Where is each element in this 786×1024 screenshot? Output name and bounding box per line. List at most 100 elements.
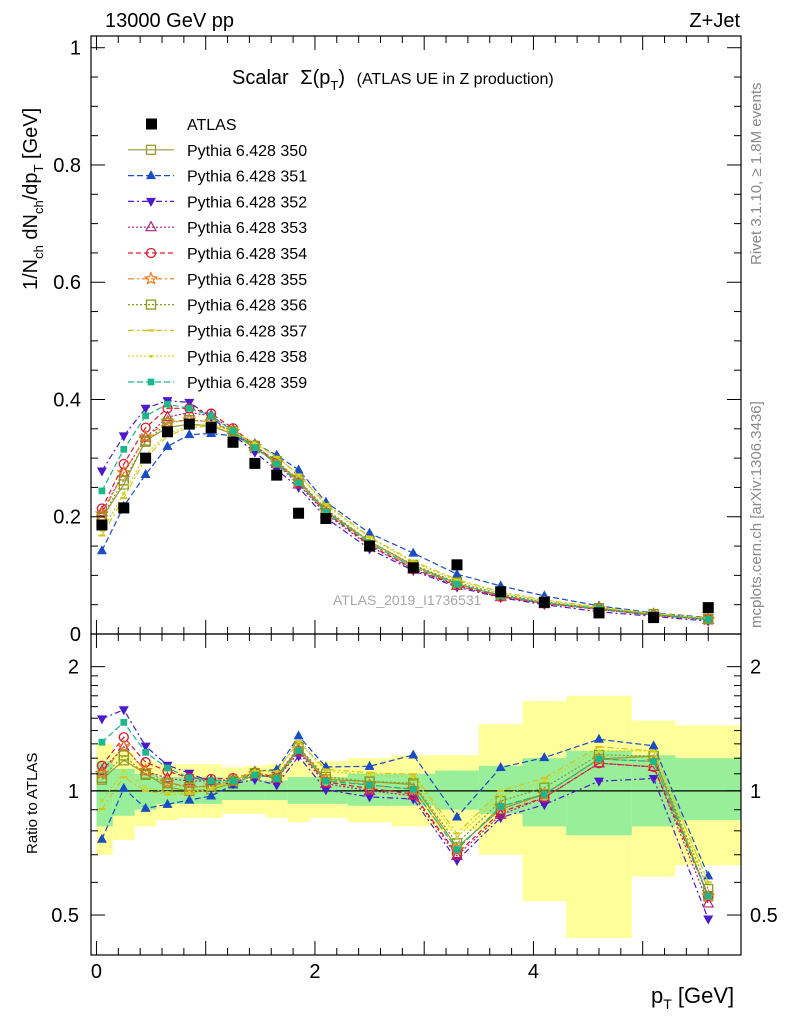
series-point-ratio bbox=[540, 777, 548, 780]
ratio-band-inner bbox=[112, 768, 135, 816]
series-point-main bbox=[253, 441, 257, 445]
legend-label-2: Pythia 6.428 352 bbox=[187, 194, 307, 211]
series-point-main bbox=[164, 400, 171, 408]
series-point-ratio bbox=[144, 785, 148, 789]
series-point-main bbox=[138, 429, 153, 444]
series-point-ratio bbox=[540, 790, 548, 798]
atlas-data-point bbox=[495, 586, 507, 598]
y-tick-label-ratio-left: 1 bbox=[68, 781, 79, 803]
series-point-main bbox=[322, 508, 330, 516]
series-line-main-7 bbox=[101, 425, 709, 619]
atlas-data-point bbox=[249, 457, 261, 469]
series-point-ratio bbox=[652, 749, 656, 753]
atlas-data-point bbox=[227, 436, 239, 448]
series-point-ratio bbox=[408, 749, 419, 759]
series-point-ratio bbox=[366, 771, 374, 774]
series-point-ratio bbox=[161, 771, 174, 783]
series-point-ratio bbox=[120, 719, 128, 726]
series-point-main bbox=[122, 491, 126, 495]
series-line-main-4 bbox=[101, 407, 709, 620]
series-line-main-2 bbox=[101, 400, 709, 622]
y-tick-label-main: 0.8 bbox=[53, 155, 81, 177]
series-point-ratio bbox=[539, 801, 550, 811]
series-point-ratio bbox=[648, 774, 659, 784]
series-point-ratio bbox=[539, 752, 550, 762]
series-point-main bbox=[227, 425, 239, 437]
title-sub-t: T bbox=[330, 78, 338, 93]
series-point-ratio bbox=[702, 896, 715, 908]
atlas-data-point bbox=[118, 502, 130, 514]
series-point-ratio bbox=[140, 802, 151, 812]
series-line-main-1 bbox=[101, 432, 709, 619]
series-point-ratio bbox=[98, 738, 106, 746]
series-line-ratio-6 bbox=[101, 746, 709, 890]
series-point-ratio bbox=[251, 771, 259, 779]
y-tick-label-main: 0 bbox=[70, 624, 81, 646]
series-point-ratio bbox=[163, 793, 171, 796]
series-point-ratio bbox=[542, 779, 546, 783]
series-line-main-3 bbox=[101, 411, 709, 621]
legend-label-0: Pythia 6.428 350 bbox=[187, 143, 307, 160]
series-point-ratio bbox=[367, 773, 372, 777]
legend-label-4: Pythia 6.428 354 bbox=[187, 246, 307, 263]
series-point-main bbox=[324, 503, 328, 507]
series-point-main bbox=[120, 445, 128, 453]
y-tick-label-main: 0.6 bbox=[53, 272, 81, 294]
ratio-panel-curves bbox=[94, 706, 716, 925]
series-point-main bbox=[367, 536, 372, 540]
legend-marker-8 bbox=[149, 354, 153, 358]
series-point-ratio bbox=[140, 757, 151, 768]
legend-label-6: Pythia 6.428 356 bbox=[187, 298, 307, 315]
atlas-data-point bbox=[271, 469, 283, 481]
series-point-ratio bbox=[593, 777, 604, 787]
series-point-main bbox=[275, 455, 279, 459]
legend-marker-0 bbox=[145, 144, 157, 155]
series-point-main bbox=[295, 479, 302, 487]
legend-label-1: Pythia 6.428 351 bbox=[187, 169, 307, 186]
legend: ATLAS Pythia 6.428 350 Pythia 6.428 351 Pyt… bbox=[128, 117, 307, 392]
legend-marker-9 bbox=[147, 378, 155, 386]
series-point-ratio bbox=[409, 773, 417, 776]
y-axis-label-main: 1/Nch dNch/dpT [GeV] bbox=[20, 108, 46, 290]
legend-label-5: Pythia 6.428 355 bbox=[187, 272, 307, 289]
process-label: Z+Jet bbox=[689, 10, 740, 32]
mcplots-label: mcplots.cern.ch [arXiv:1306.3436] bbox=[748, 401, 765, 628]
atlas-data-point bbox=[205, 422, 217, 434]
atlas-data-point bbox=[183, 418, 195, 430]
legend-marker-atlas bbox=[146, 118, 157, 130]
series-point-ratio bbox=[164, 764, 171, 772]
title-rest: (ATLAS UE in Z production) bbox=[357, 71, 554, 88]
series-point-ratio bbox=[142, 748, 149, 756]
series-point-main bbox=[140, 404, 151, 414]
y-tick-label-ratio-right: 0.5 bbox=[750, 905, 778, 927]
series-point-main bbox=[96, 545, 107, 555]
series-point-ratio bbox=[703, 915, 714, 925]
series-point-ratio bbox=[364, 760, 375, 770]
y-tick-label-ratio-left: 0.5 bbox=[51, 905, 79, 927]
series-point-ratio bbox=[497, 803, 505, 810]
panel-title: Scalar Σ(pT) (ATLAS UE in Z production) bbox=[232, 67, 554, 93]
legend-marker-6 bbox=[145, 299, 157, 310]
series-point-ratio bbox=[165, 790, 170, 795]
series-point-ratio bbox=[96, 715, 107, 725]
y-axis-label-ratio: Ratio to ATLAS bbox=[24, 753, 41, 854]
series-point-ratio bbox=[324, 769, 328, 773]
series-point-main bbox=[296, 473, 301, 477]
series-point-ratio bbox=[275, 769, 279, 774]
series-point-ratio bbox=[597, 749, 601, 753]
series-point-main bbox=[98, 534, 106, 537]
x-tick-label: 2 bbox=[309, 961, 320, 983]
rivet-version-label: Rivet 3.1.10, ≥ 1.8M events bbox=[748, 83, 765, 266]
series-point-ratio bbox=[293, 730, 304, 740]
series-point-main bbox=[185, 404, 193, 412]
series-point-ratio bbox=[185, 774, 193, 782]
series-point-ratio bbox=[117, 740, 130, 751]
ratio-band-inner bbox=[675, 758, 741, 820]
series-point-ratio bbox=[96, 760, 108, 771]
series-point-ratio bbox=[120, 776, 128, 779]
series-point-main bbox=[453, 580, 461, 588]
legend-label-atlas: ATLAS bbox=[187, 117, 237, 134]
series-point-ratio bbox=[366, 781, 373, 789]
series-point-main bbox=[704, 615, 712, 623]
series-point-ratio bbox=[322, 777, 330, 785]
